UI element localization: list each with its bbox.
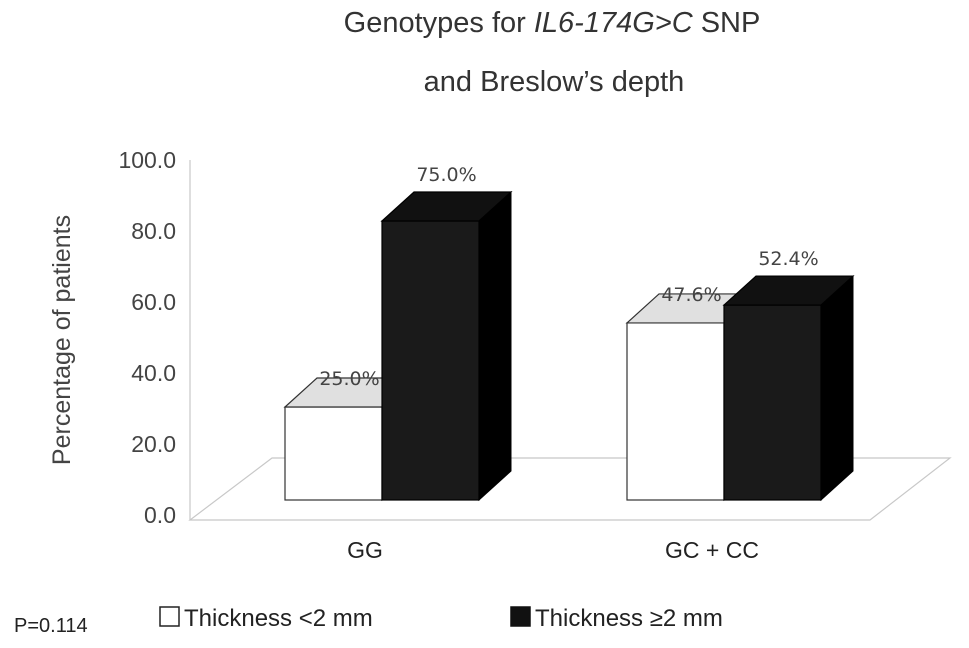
legend-item-thin: Thickness <2 mm — [159, 605, 373, 632]
bar-front — [381, 220, 480, 501]
bar-top — [722, 275, 855, 306]
category-label-0: GG — [347, 537, 383, 563]
legend: Thickness <2 mm Thickness ≥2 mm — [159, 605, 723, 632]
chart-title-line2: and Breslow’s depth — [424, 66, 685, 98]
y-tick-label: 100.0 — [118, 147, 176, 173]
y-tick-label: 60.0 — [131, 289, 176, 315]
chart-title-prefix: Genotypes for — [344, 7, 534, 39]
y-tick-labels: 0.0 20.0 40.0 60.0 80.0 100.0 — [118, 147, 176, 528]
y-tick-label: 40.0 — [131, 360, 176, 386]
legend-label-thick: Thickness ≥2 mm — [535, 605, 723, 632]
chart-floor — [188, 457, 952, 521]
y-tick-label: 0.0 — [144, 502, 176, 528]
bar-side — [820, 274, 854, 502]
y-tick-label: 80.0 — [131, 218, 176, 244]
data-label-thick-1: 52.4% — [758, 248, 818, 270]
legend-label-thin: Thickness <2 mm — [184, 605, 373, 632]
chart-title-suffix: SNP — [693, 7, 761, 39]
bar-side — [478, 190, 512, 502]
data-label-thick-0: 75.0% — [416, 164, 476, 186]
data-labels: 25.0% 75.0% 47.6% 52.4% — [319, 164, 818, 390]
data-label-thin-1: 47.6% — [661, 284, 721, 306]
bar-top — [380, 191, 513, 222]
bar-front — [723, 304, 822, 501]
y-axis-label: Percentage of patients — [48, 215, 76, 465]
legend-swatch-thin — [159, 606, 180, 627]
bar-thick-0 — [380, 190, 513, 502]
bar-thick-1 — [722, 274, 855, 502]
p-value-annotation: P=0.114 — [14, 615, 88, 637]
chart-title-snp: IL6-174G>C — [534, 7, 694, 39]
bar-front — [284, 406, 383, 501]
category-label-1: GC + CC — [665, 537, 759, 563]
legend-item-thick: Thickness ≥2 mm — [510, 605, 723, 632]
category-labels: GG GC + CC — [347, 537, 759, 563]
bar-front — [626, 322, 725, 501]
y-tick-label: 20.0 — [131, 431, 176, 457]
data-label-thin-0: 25.0% — [319, 368, 379, 390]
legend-swatch-thick — [510, 606, 531, 627]
chart-title-line1: Genotypes for IL6-174G>C SNP — [344, 7, 761, 39]
bars — [283, 190, 855, 502]
